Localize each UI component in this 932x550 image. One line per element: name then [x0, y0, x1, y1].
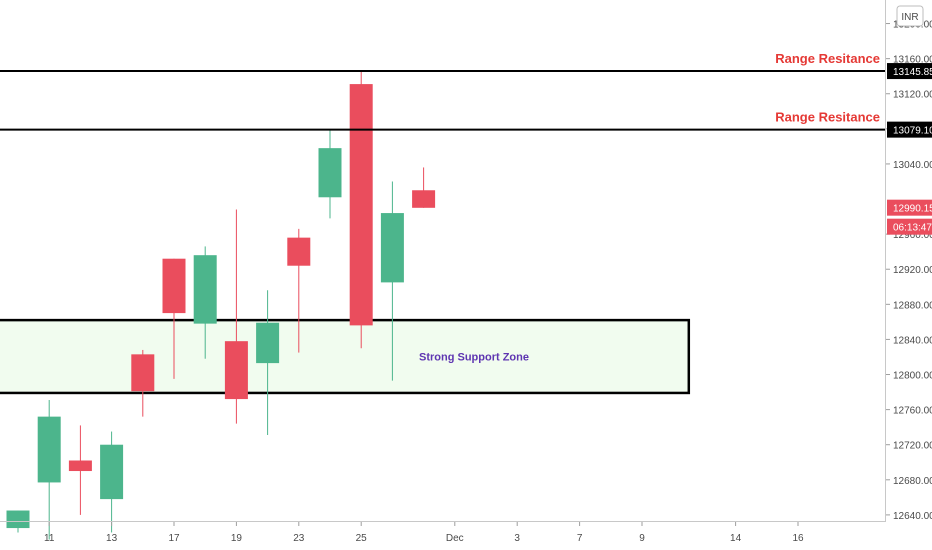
currency-badge[interactable]: INR	[896, 5, 924, 27]
resistance-annotation: Range Resitance	[775, 110, 880, 125]
candle-body	[380, 213, 404, 283]
price-tick-label: 12920.00	[893, 265, 932, 276]
price-tick-label: 12640.00	[893, 511, 932, 522]
time-tick-label: 9	[639, 533, 645, 544]
price-tick-label: 12840.00	[893, 335, 932, 346]
time-tick-label: 14	[730, 533, 742, 544]
time-tick-label: 13	[106, 533, 118, 544]
zones-layer: Strong Support Zone	[0, 318, 691, 395]
candle-body	[224, 341, 248, 400]
candle-body	[6, 510, 30, 529]
bar-countdown-tag-box	[887, 218, 932, 235]
candles-layer	[6, 71, 436, 540]
last-price-tag-box	[887, 199, 932, 216]
time-axis[interactable]: 11 13 17 19 23 25 Dec 3 7 9 14 16	[44, 522, 804, 544]
resistance-annotation: Range Resitance	[775, 51, 880, 66]
last-price-tag-label: 12990.15	[893, 204, 932, 215]
horizontal-lines-layer: Range Resitance Range Resitance	[0, 51, 886, 131]
support-zone-box	[0, 318, 691, 395]
candle-body	[349, 84, 373, 326]
resistance-price-tag-label: 13145.85	[893, 67, 932, 78]
price-tick-label: 12960.00	[893, 230, 932, 241]
resistance-price-tag-box	[887, 63, 932, 80]
candle-body	[100, 444, 124, 500]
candle-body	[318, 148, 342, 198]
resistance-price-tag-label: 13079.10	[893, 126, 932, 137]
time-tick-label: 11	[44, 533, 55, 544]
price-tick-label: 13120.00	[893, 90, 932, 101]
time-tick-label: 25	[356, 533, 368, 544]
time-tick-label: 3	[514, 533, 520, 544]
price-tick-label: 13040.00	[893, 160, 932, 171]
time-tick-label: 19	[231, 533, 243, 544]
time-tick-label: 17	[168, 533, 180, 544]
bar-countdown-tag-label: 06:13:47	[893, 223, 932, 234]
candle-body	[412, 190, 436, 208]
candle-body	[37, 416, 61, 483]
resistance-price-tag-box	[887, 121, 932, 138]
candle-body	[68, 460, 92, 472]
time-tick-label: 16	[792, 533, 804, 544]
currency-badge-label: INR	[901, 12, 918, 23]
time-tick-label: Dec	[446, 533, 464, 544]
time-tick-label: 23	[293, 533, 305, 544]
candle-body	[193, 255, 217, 324]
price-tick-label: 12880.00	[893, 300, 932, 311]
time-tick-label: 7	[577, 533, 583, 544]
price-tick-label: 12760.00	[893, 406, 932, 417]
candle-body	[162, 258, 186, 314]
candle-body	[256, 322, 280, 364]
support-zone-label: Strong Support Zone	[419, 352, 529, 364]
price-tick-label: 12680.00	[893, 476, 932, 487]
price-axis[interactable]: 12640.00 12680.00 12720.00 12760.00 12800.00…	[886, 20, 932, 522]
candle-body	[287, 237, 311, 266]
price-tick-label: 12800.00	[893, 371, 932, 382]
price-tick-label: 12720.00	[893, 441, 932, 452]
currency-badge-box	[896, 5, 924, 27]
candle-body	[131, 354, 155, 392]
price-tags-layer: 13145.85 13079.10 12990.15 06:13:47	[887, 63, 932, 235]
price-tick-label: 13160.00	[893, 55, 932, 66]
